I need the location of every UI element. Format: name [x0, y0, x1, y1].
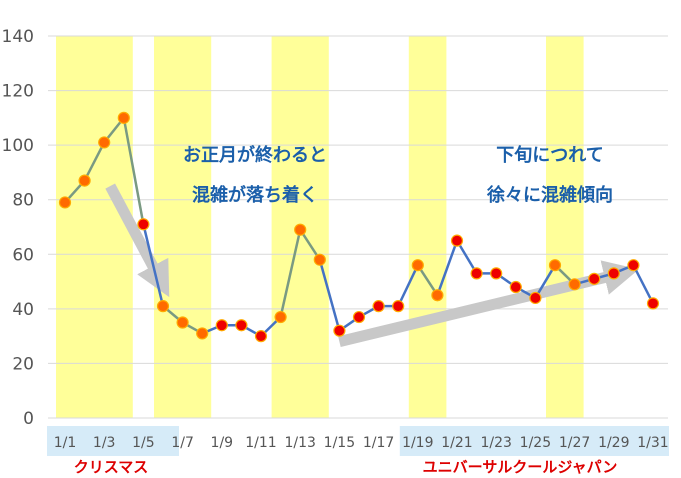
data-point: [568, 278, 581, 291]
y-tick-label: 100: [2, 136, 34, 156]
x-tick-label: 1/5: [132, 435, 155, 451]
x-tick-label: 1/19: [402, 435, 433, 451]
period-band-christmas: [47, 426, 179, 456]
data-point: [156, 300, 170, 313]
data-point: [117, 111, 130, 124]
x-tick-label: 1/3: [93, 435, 116, 451]
data-point: [607, 267, 620, 280]
annotation-new-year-line: お正月が終わると: [183, 144, 327, 166]
highlight-band-0: [56, 36, 133, 418]
x-tick-label: 1/9: [211, 435, 234, 451]
x-tick-label: 1/25: [520, 435, 551, 451]
annotation-late-month-line: 下旬につれて: [496, 144, 603, 166]
series-segment: [455, 240, 478, 275]
series-segment: [142, 223, 165, 307]
x-tick-label: 1/11: [245, 435, 276, 451]
data-point: [137, 218, 150, 231]
data-point: [352, 310, 366, 324]
x-tick-label: 1/13: [284, 435, 315, 451]
data-point: [333, 324, 346, 337]
data-point: [294, 223, 307, 236]
y-tick-label: 40: [12, 300, 34, 320]
data-point: [490, 267, 503, 280]
x-tick-label: 1/29: [598, 435, 629, 451]
data-point: [509, 280, 522, 294]
data-point: [196, 327, 209, 340]
x-tick-label: 1/27: [559, 435, 590, 451]
series-segment: [436, 240, 459, 296]
y-tick-label: 20: [12, 354, 34, 374]
series-segment: [318, 259, 341, 332]
data-point: [215, 319, 228, 332]
y-tick-label: 0: [23, 409, 34, 429]
annotation-late-month-line: 徐々に混雑傾向: [486, 184, 613, 206]
annotation-new-year-line: 混雑が落ち着く: [192, 184, 318, 206]
highlight-band-1: [154, 36, 212, 418]
x-tick-label: 1/1: [54, 435, 77, 451]
y-tick-label: 140: [2, 27, 34, 47]
series-segment: [83, 141, 106, 182]
data-point: [254, 330, 268, 343]
data-point: [58, 196, 72, 209]
x-tick-label: 1/7: [171, 435, 194, 451]
series-segment: [279, 229, 302, 318]
data-point: [627, 259, 640, 272]
data-point: [548, 259, 562, 272]
series-segment: [397, 264, 419, 307]
x-tick-label: 1/23: [480, 435, 511, 451]
x-tick-label: 1/21: [441, 435, 472, 451]
data-point: [470, 267, 483, 280]
x-tick-label: 1/31: [637, 435, 668, 451]
y-tick-label: 60: [12, 245, 34, 265]
x-tick-label: 1/17: [363, 435, 394, 451]
period-band-usj: [399, 426, 669, 456]
data-point: [274, 310, 287, 324]
data-point: [411, 259, 424, 272]
series-segment: [122, 117, 145, 225]
x-tick-label: 1/15: [324, 435, 355, 451]
series-segment: [632, 264, 655, 304]
data-point: [372, 300, 385, 313]
data-point: [588, 272, 601, 285]
highlight-band-3: [408, 36, 447, 418]
data-point: [431, 289, 444, 302]
period-label-usj: ユニバーサルクールジャパン: [423, 458, 618, 476]
y-tick-label: 120: [2, 82, 34, 102]
data-point: [529, 291, 542, 305]
data-point: [235, 319, 248, 332]
period-label-christmas: クリスマス: [74, 458, 149, 476]
data-point: [646, 297, 660, 310]
y-tick-label: 80: [12, 191, 34, 211]
highlight-band-4: [546, 36, 584, 418]
data-point: [450, 234, 464, 247]
data-point: [98, 136, 111, 149]
data-point: [313, 253, 326, 266]
data-point: [392, 300, 405, 313]
series-segment: [534, 264, 557, 299]
data-point: [78, 174, 91, 187]
data-point: [176, 316, 189, 329]
